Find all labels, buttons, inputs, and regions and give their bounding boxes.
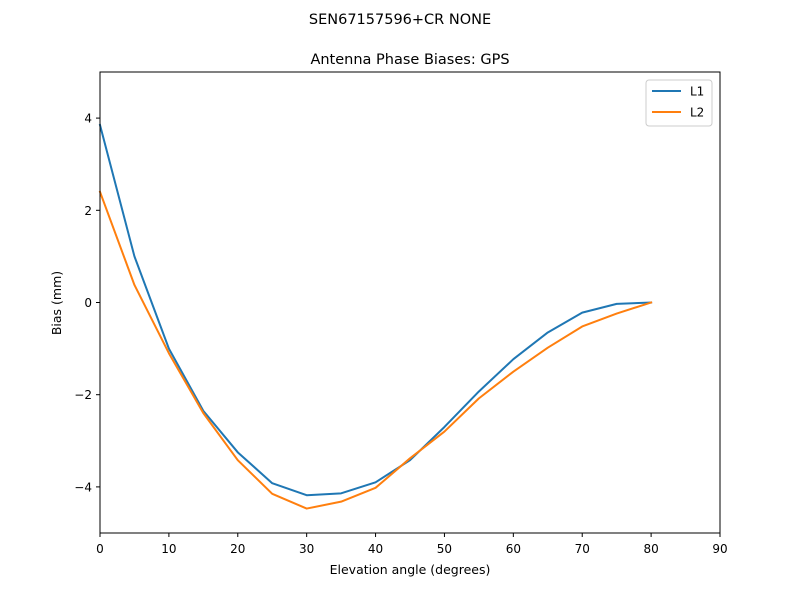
x-tick-label: 30 (299, 542, 314, 556)
y-tick-label: 2 (84, 204, 92, 218)
y-tick-label: −4 (74, 480, 92, 494)
figure-suptitle: SEN67157596+CR NONE (309, 12, 491, 28)
legend: L1 L2 (645, 79, 713, 127)
series-line-l2 (98, 190, 653, 510)
y-axis-label: Bias (mm) (49, 271, 64, 335)
x-tick-label: 10 (161, 542, 176, 556)
x-tick-label: 80 (643, 542, 658, 556)
legend-label-l1: L1 (690, 85, 704, 99)
x-tick-label: 90 (712, 542, 727, 556)
x-axis-label: Elevation angle (degrees) (330, 562, 491, 577)
chart-title: Antenna Phase Biases: GPS (310, 52, 509, 68)
legend-label-l2: L2 (690, 106, 704, 120)
x-tick-label: 70 (575, 542, 590, 556)
series-line-l1 (98, 123, 653, 497)
x-tick-label: 40 (368, 542, 383, 556)
y-tick-label: 4 (84, 112, 92, 126)
y-tick-label: 0 (84, 296, 92, 310)
x-tick-label: 50 (437, 542, 452, 556)
x-tick-label: 20 (230, 542, 245, 556)
y-tick-label: −2 (74, 388, 92, 402)
axes-layer: 0 10 20 30 40 50 60 70 80 90 −4 −2 0 2 4 (74, 71, 728, 556)
x-tick-label: 60 (506, 542, 521, 556)
series-layer (98, 123, 653, 510)
x-tick-label: 0 (96, 542, 104, 556)
